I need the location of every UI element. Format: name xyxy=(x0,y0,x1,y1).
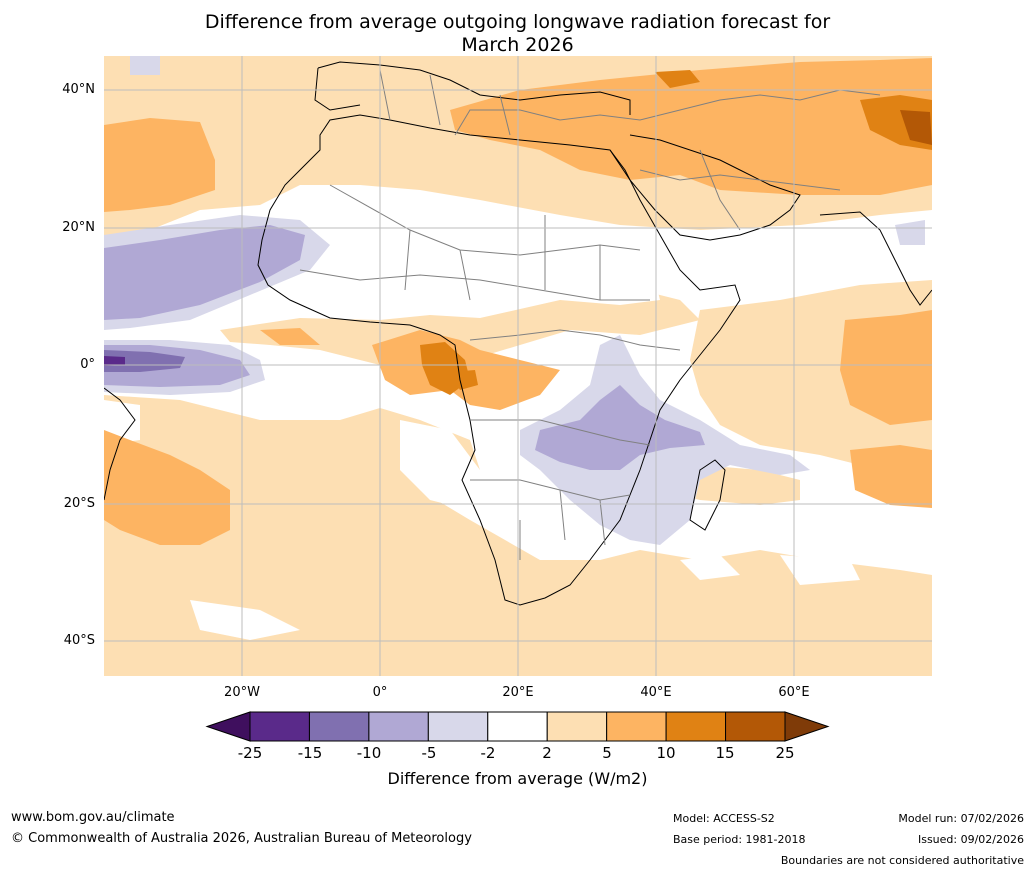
colorbar-segment xyxy=(487,711,548,742)
lon-label-0: 0° xyxy=(372,685,388,700)
map-title-line2: March 2026 xyxy=(461,34,574,56)
lat-label-20s: 20°S xyxy=(63,496,95,511)
country-borders xyxy=(299,69,881,560)
colorbar-tick: -10 xyxy=(356,744,382,762)
footer-base-period: Base period: 1981-2018 xyxy=(673,833,806,846)
colorbar-segment xyxy=(249,711,310,742)
lon-label-20e: 20°E xyxy=(502,685,534,700)
colorbar-segment xyxy=(427,711,489,742)
colorbar-tick: -25 xyxy=(237,744,263,762)
colorbar-tick: -5 xyxy=(421,744,437,762)
colorbar xyxy=(205,711,830,742)
footer-issued: Issued: 09/02/2026 xyxy=(917,833,1024,846)
lat-label-20n: 20°N xyxy=(62,220,95,235)
colorbar-tick: 10 xyxy=(656,744,676,762)
colorbar-segment xyxy=(308,711,370,742)
anomaly-positive-15-25 xyxy=(900,110,932,145)
colorbar-tick: 2 xyxy=(542,744,552,762)
lat-label-0: 0° xyxy=(80,357,95,372)
lon-label-20w: 20°W xyxy=(224,685,260,700)
colorbar-tick: 5 xyxy=(602,744,612,762)
footer-model: Model: ACCESS-S2 xyxy=(673,812,775,825)
lon-label-60e: 60°E xyxy=(778,685,810,700)
footer-model-run: Model run: 07/02/2026 xyxy=(898,812,1024,825)
colorbar-extend-right xyxy=(784,711,830,742)
lat-label-40n: 40°N xyxy=(62,82,95,97)
gridlines xyxy=(104,56,932,676)
footer-site-link[interactable]: www.bom.gov.au/climate xyxy=(11,810,175,825)
footer-disclaimer: Boundaries are not considered authoritat… xyxy=(780,854,1024,867)
coastlines xyxy=(104,61,932,606)
colorbar-tick: 15 xyxy=(715,744,735,762)
anomaly-neutral xyxy=(104,195,860,640)
colorbar-tick: -2 xyxy=(480,744,496,762)
colorbar-segment xyxy=(665,711,727,742)
lat-label-40s: 40°S xyxy=(63,633,95,648)
footer-copyright: © Commonwealth of Australia 2026, Austra… xyxy=(11,831,472,846)
lon-label-40e: 40°E xyxy=(640,685,672,700)
colorbar-segment xyxy=(606,711,667,742)
colorbar-tick: 25 xyxy=(775,744,795,762)
colorbar-segment xyxy=(725,711,786,742)
colorbar-segment xyxy=(368,711,429,742)
colorbar-label: Difference from average (W/m2) xyxy=(387,769,648,788)
colorbar-segment xyxy=(546,711,608,742)
anomaly-negative-15-25 xyxy=(104,356,125,366)
map-title-line1: Difference from average outgoing longwav… xyxy=(204,11,831,33)
colorbar-extend-left xyxy=(205,711,251,742)
anomaly-negative-10-15 xyxy=(104,350,185,372)
colorbar-tick: -15 xyxy=(297,744,323,762)
